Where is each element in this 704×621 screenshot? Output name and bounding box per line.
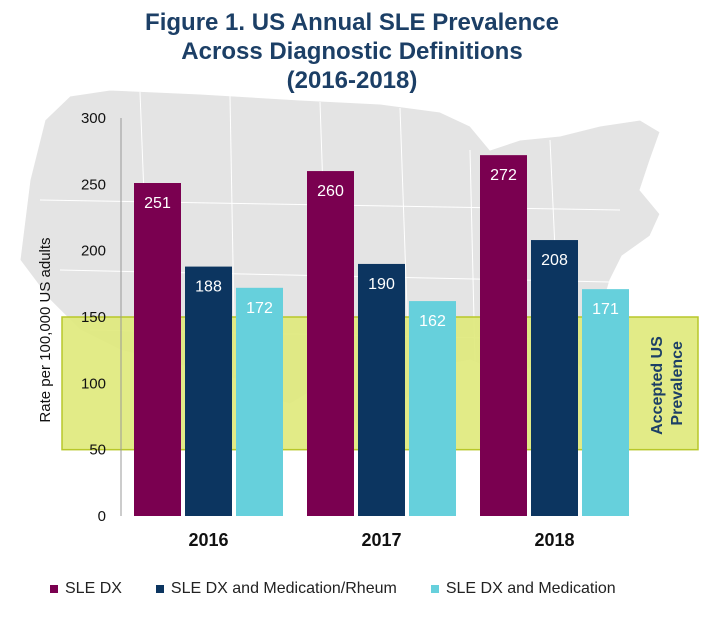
- data-labels: 251 188 172 260 190 162 272 208 171: [144, 167, 619, 330]
- y-tick-label: 200: [81, 243, 106, 260]
- y-axis-label: Rate per 100,000 US adults: [37, 237, 54, 422]
- y-tick-label: 300: [81, 110, 106, 127]
- y-tick-label: 150: [81, 309, 106, 326]
- category-labels: 2016 2017 2018: [188, 530, 574, 550]
- bar-2016-series-1: [134, 183, 181, 517]
- bar-2016-series-2: [185, 266, 232, 516]
- data-label-2017-series-1: 260: [317, 183, 344, 200]
- accepted-prevalence-label-line-2: Prevalence: [669, 341, 686, 426]
- legend-swatch-sle-dx: [50, 585, 58, 593]
- legend-label-sle-dx-med-rheum: SLE DX and Medication/Rheum: [170, 580, 397, 597]
- bar-2018-series-3: [582, 289, 629, 516]
- category-label-2018: 2018: [534, 530, 574, 550]
- y-tick-label: 250: [81, 176, 106, 193]
- category-label-2017: 2017: [361, 530, 401, 550]
- legend-item-sle-dx-med: SLE DX and Medication: [430, 580, 616, 598]
- data-label-2018-series-2: 208: [541, 252, 568, 269]
- chart-title-line-1: Figure 1. US Annual SLE Prevalence: [145, 9, 559, 36]
- bar-2018-series-2: [531, 240, 578, 516]
- chart-title: Figure 1. US Annual SLE Prevalence Acros…: [0, 8, 704, 95]
- bar-2018-series-1: [480, 155, 527, 516]
- y-tick-label: 100: [81, 375, 106, 392]
- legend-item-sle-dx-med-rheum: SLE DX and Medication/Rheum: [155, 580, 397, 598]
- data-label-2018-series-1: 272: [490, 167, 517, 184]
- data-label-2018-series-3: 171: [592, 301, 619, 318]
- chart-title-line-3: (2016-2018): [286, 67, 418, 94]
- accepted-prevalence-label: Accepted US Prevalence: [649, 332, 686, 435]
- legend-swatch-sle-dx-med: [430, 585, 439, 593]
- data-label-2016-series-1: 251: [144, 195, 171, 212]
- data-label-2017-series-2: 190: [368, 276, 395, 293]
- legend-label-sle-dx-med: SLE DX and Medication: [445, 580, 616, 597]
- chart-title-line-2: Across Diagnostic Definitions: [181, 38, 523, 65]
- legend-swatch-sle-dx-med-rheum: [155, 585, 164, 593]
- bar-2016-series-3: [236, 287, 283, 516]
- bar-2017-series-3: [409, 301, 456, 516]
- data-label-2016-series-3: 172: [246, 300, 273, 317]
- legend-label-sle-dx: SLE DX: [65, 580, 122, 597]
- legend-item-sle-dx: SLE DX: [50, 580, 122, 598]
- bar-2017-series-2: [358, 263, 405, 516]
- category-label-2016: 2016: [188, 530, 228, 550]
- legend: SLE DX SLE DX and Medication/Rheum SLE D…: [50, 578, 690, 600]
- data-label-2017-series-3: 162: [419, 313, 446, 330]
- y-tick-label: 50: [89, 442, 106, 459]
- y-tick-labels: 0 50 100 150 200 250 300: [81, 110, 106, 525]
- y-tick-label: 0: [98, 508, 106, 525]
- bars: [134, 155, 629, 517]
- bar-2017-series-1: [307, 171, 354, 517]
- accepted-prevalence-label-line-1: Accepted US: [649, 336, 666, 435]
- data-label-2016-series-2: 188: [195, 279, 222, 296]
